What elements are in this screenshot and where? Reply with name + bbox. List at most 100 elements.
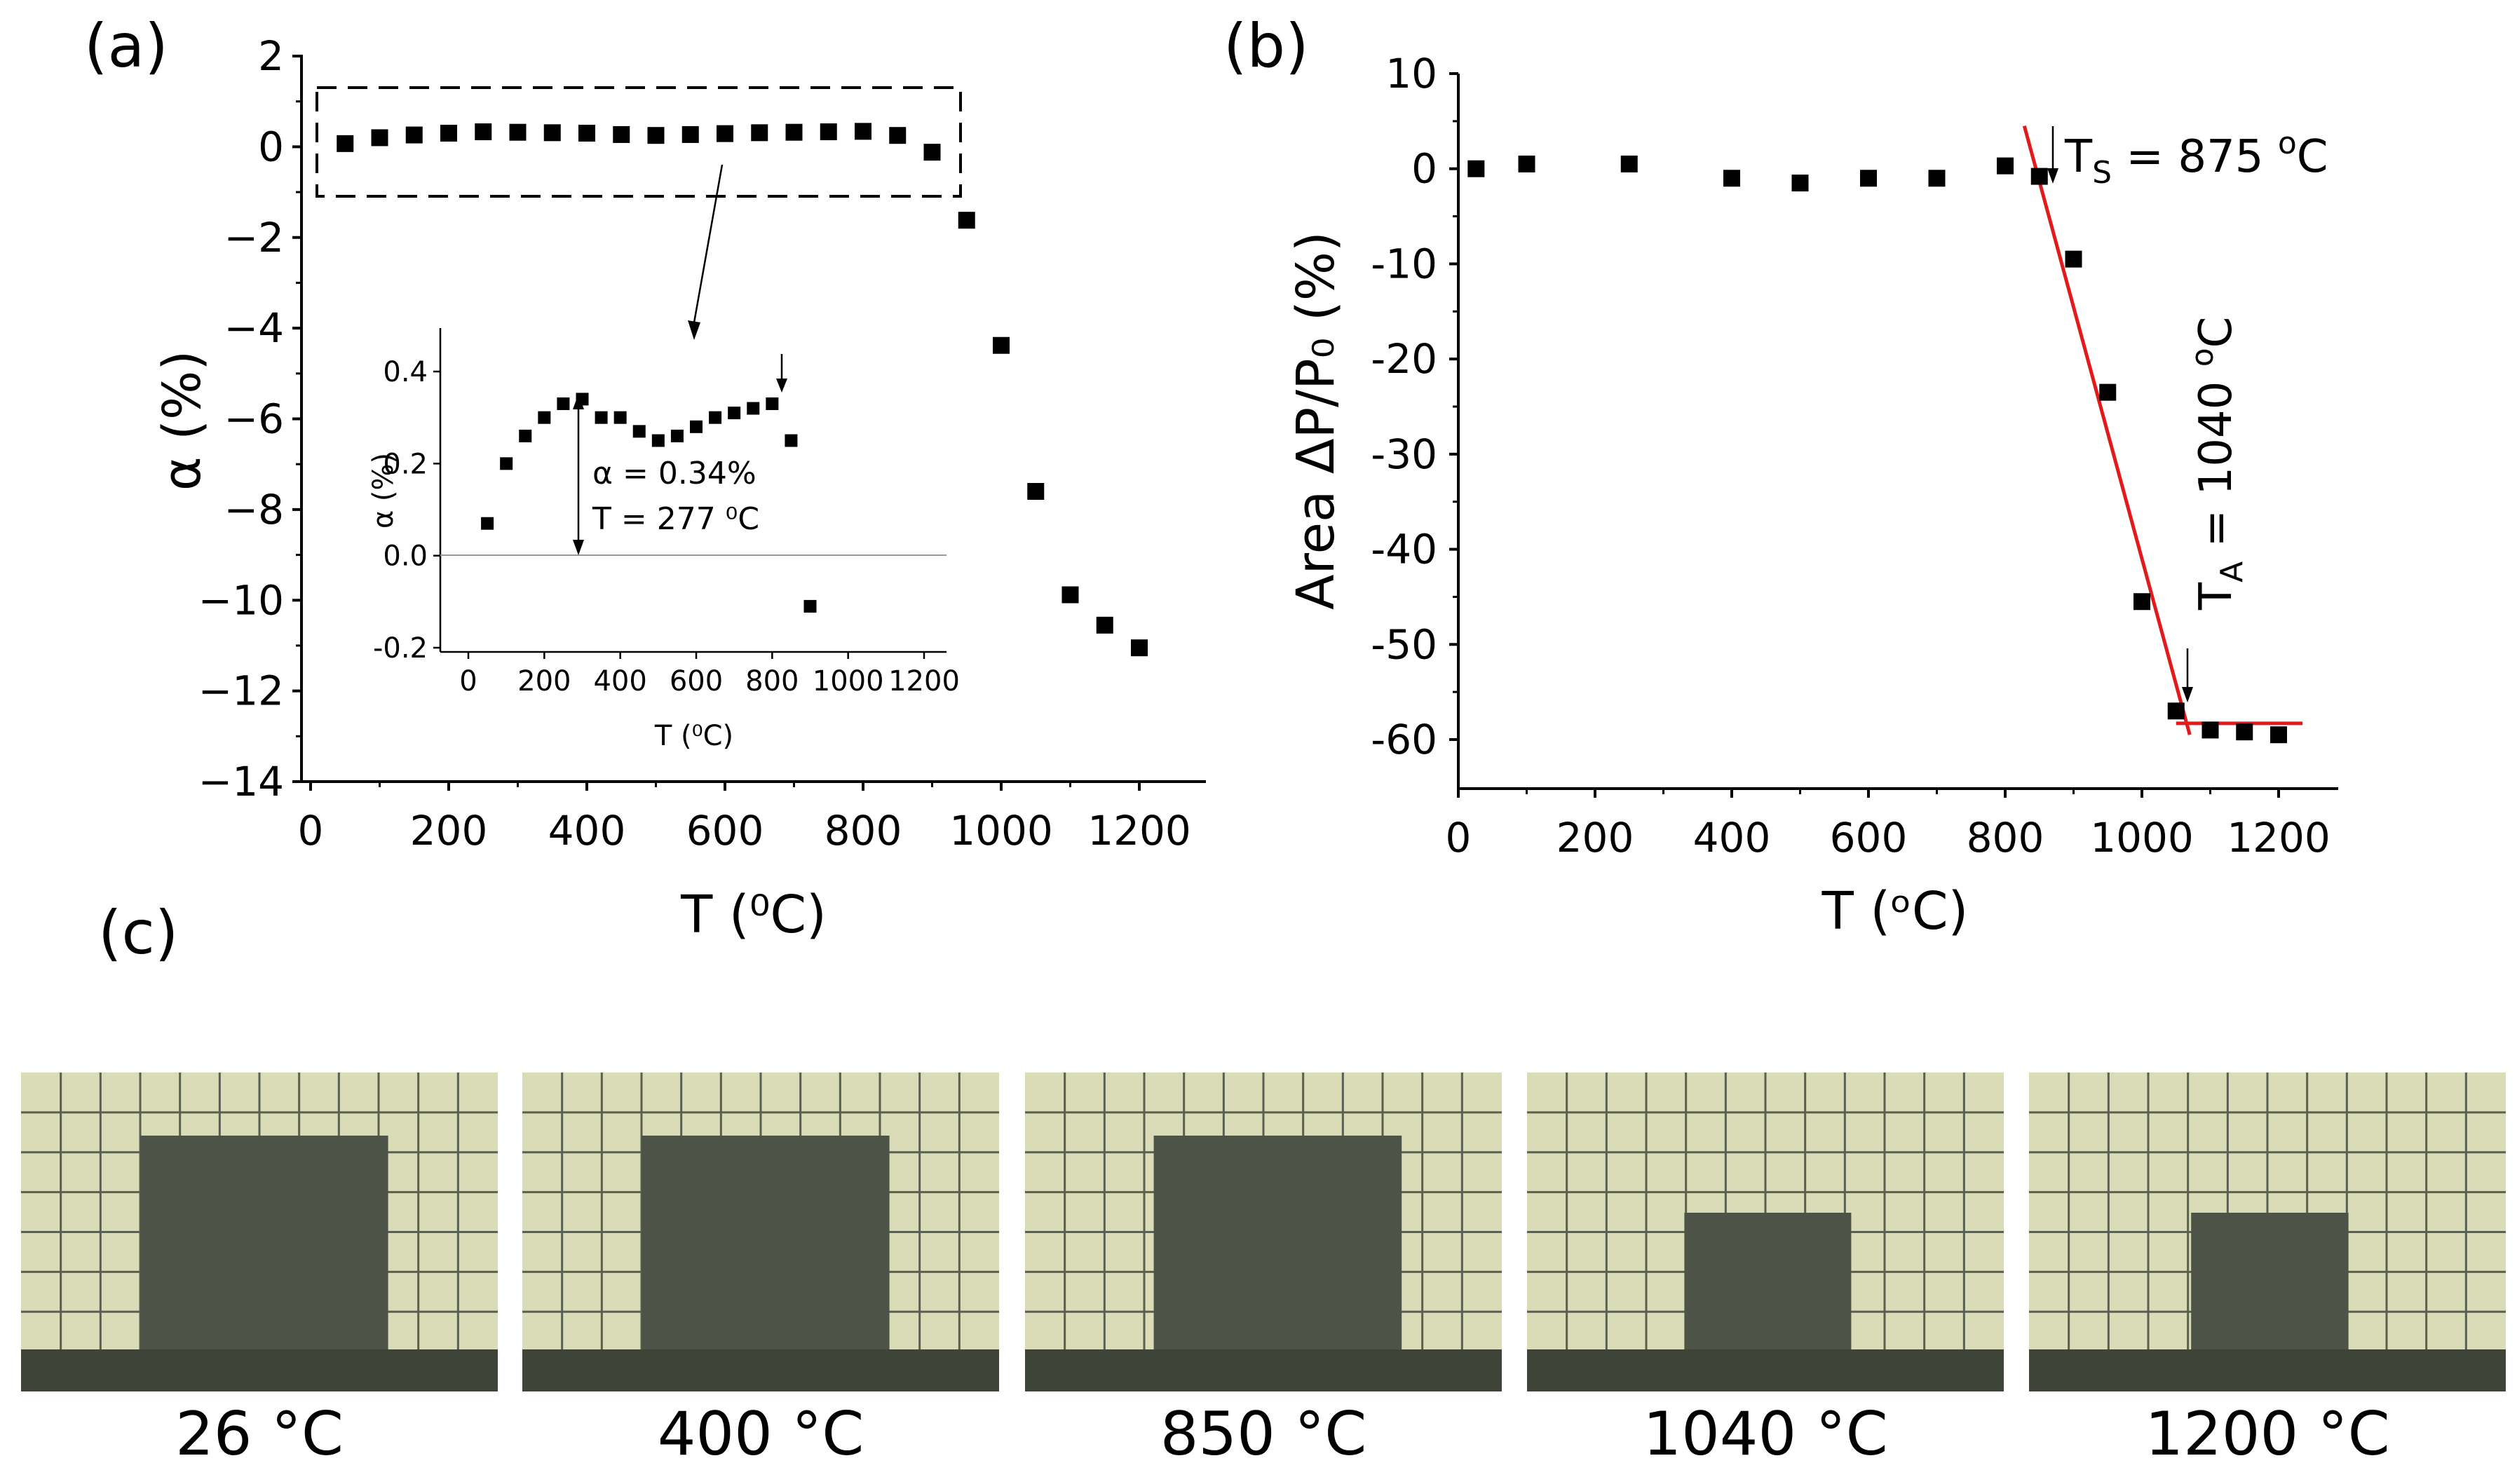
inset-point: [481, 517, 494, 530]
chart-b-ylabel: Area ΔP/P₀ (%): [1286, 231, 1346, 610]
chart-b-ytick-label: -10: [1371, 240, 1437, 287]
photo-panel: [1025, 1073, 1502, 1391]
chart-a-point: [475, 123, 492, 141]
chart-a-point: [1131, 639, 1148, 657]
inset-point: [803, 599, 817, 613]
chart-a-point: [958, 212, 975, 229]
chart-a-ytick-label: −12: [198, 667, 284, 715]
chart-a-point: [681, 125, 699, 143]
chart-a-point: [751, 124, 768, 142]
chart-b-ytick-label: -40: [1371, 526, 1437, 573]
inset-xtick-label: 0: [459, 665, 477, 697]
panel-label-b: (b): [1223, 11, 1309, 81]
chart-b-point: [2099, 383, 2117, 401]
inset-point: [538, 411, 551, 424]
inset-annotation-temperature: T = 277 ⁰C: [592, 501, 759, 537]
chart-b-point: [1791, 175, 1809, 192]
photo-base: [522, 1349, 999, 1391]
inset-point: [747, 402, 760, 415]
chart-a-point: [371, 129, 388, 147]
chart-a-xtick-label: 600: [686, 807, 764, 855]
chart-a-point: [405, 126, 423, 144]
chart-a-point: [613, 125, 630, 143]
photo-caption: 400 °C: [658, 1399, 864, 1469]
chart-a-ytick-label: −4: [224, 304, 285, 352]
sample-silhouette: [642, 1136, 890, 1349]
chart-a-point: [993, 336, 1010, 354]
inset-point: [670, 429, 684, 442]
inset-ytick-label: 0.0: [383, 540, 428, 573]
panel-label-c: (c): [98, 898, 178, 968]
chart-a-point: [543, 124, 561, 142]
chart-a-point: [509, 123, 527, 141]
chart-b-point: [2133, 593, 2150, 611]
photo-caption: 1040 °C: [1643, 1399, 1887, 1469]
sample-silhouette: [140, 1136, 388, 1349]
chart-b-ytick-label: 0: [1411, 145, 1437, 193]
inset-ytick-label: 0.4: [383, 356, 428, 388]
chart-a-ytick-label: −2: [224, 214, 285, 261]
chart-b-point: [1860, 170, 1877, 187]
chart-a-point: [889, 127, 907, 144]
chart-a-xtick-label: 1000: [949, 807, 1053, 855]
sample-silhouette: [2191, 1213, 2349, 1349]
inset-point: [519, 429, 532, 442]
chart-b-point: [2167, 702, 2185, 720]
chart-b-fit-line: [2022, 125, 2192, 735]
chart-b-ytick-label: 10: [1385, 50, 1437, 97]
chart-a-point: [1061, 586, 1079, 604]
chart-b-ytick-label: -50: [1371, 620, 1437, 668]
chart-b-point: [1997, 157, 2014, 175]
chart-a-point: [820, 123, 837, 141]
inset-point: [766, 397, 779, 410]
chart-b-xtick-label: 400: [1693, 814, 1771, 862]
chart-a-ytick-label: −14: [198, 758, 284, 805]
chart-b-ytick-label: -30: [1371, 430, 1437, 478]
inset-xtick-label: 1200: [888, 665, 960, 697]
chart-a-zoom-arrow: [693, 164, 724, 323]
chart-b-point: [1723, 170, 1740, 187]
chart-a-xtick-label: 800: [825, 807, 902, 855]
inset-point: [651, 434, 665, 447]
chart-b-point: [1518, 155, 1535, 172]
chart-a-point: [855, 123, 871, 140]
photo-caption: 1200 °C: [2145, 1399, 2389, 1469]
chart-b-point: [2236, 723, 2253, 741]
chart-b-xlabel: T (ᵒC): [1821, 881, 1969, 941]
chart-a-xtick-label: 0: [298, 807, 324, 855]
chart-b-xtick-label: 800: [1967, 814, 2044, 862]
chart-a-point: [578, 124, 595, 142]
chart-b-xtick-label: 600: [1830, 814, 1908, 862]
chart-a-point: [1096, 616, 1113, 634]
inset-point: [613, 411, 627, 424]
inset-point: [595, 411, 608, 424]
chart-a-zoom-box: [316, 86, 962, 198]
chart-b-point: [1928, 170, 1946, 187]
chart-a-xlabel: T (⁰C): [680, 885, 827, 945]
chart-a: 0 200 400 600 800 1000 120020−2−4−6−8−10−12−14…: [152, 32, 1206, 945]
chart-b-point: [1467, 160, 1485, 177]
chart-b-ytick-label: -20: [1371, 335, 1437, 383]
chart-a-point: [1027, 483, 1045, 500]
photo-base: [1025, 1349, 1502, 1391]
chart-a-xtick-label: 400: [548, 807, 626, 855]
chart-b-ta-annotation: TA = 1040 oC: [2185, 317, 2250, 611]
inset-alpha-arrowhead-down: [573, 540, 584, 555]
inset-xtick-label: 200: [517, 665, 571, 697]
chart-a-zoom-arrowhead: [688, 320, 700, 340]
chart-b: 0 200 400 600 800 1000 1200 10 0 -10 -20 -30 -40 -50 -…: [1286, 50, 2338, 941]
inset-ylabel: α (%): [367, 453, 400, 529]
chart-a-point: [440, 124, 457, 142]
chart-b-point: [2201, 721, 2219, 739]
chart-b-point: [1620, 155, 1638, 172]
photo-caption: 26 °C: [175, 1399, 344, 1469]
chart-a-point: [717, 125, 733, 142]
chart-a-xtick-label: 200: [410, 807, 488, 855]
photo-base: [1527, 1349, 2004, 1391]
chart-b-ta-arrowhead: [2182, 687, 2193, 702]
inset-alpha-arrowhead-up: [573, 394, 584, 409]
chart-b-point: [2065, 250, 2082, 268]
photo-strip: 26 °C 400 °C 850 °C 1040 °C 1200 °C: [21, 1073, 2506, 1469]
inset-xtick-label: 600: [670, 665, 723, 697]
